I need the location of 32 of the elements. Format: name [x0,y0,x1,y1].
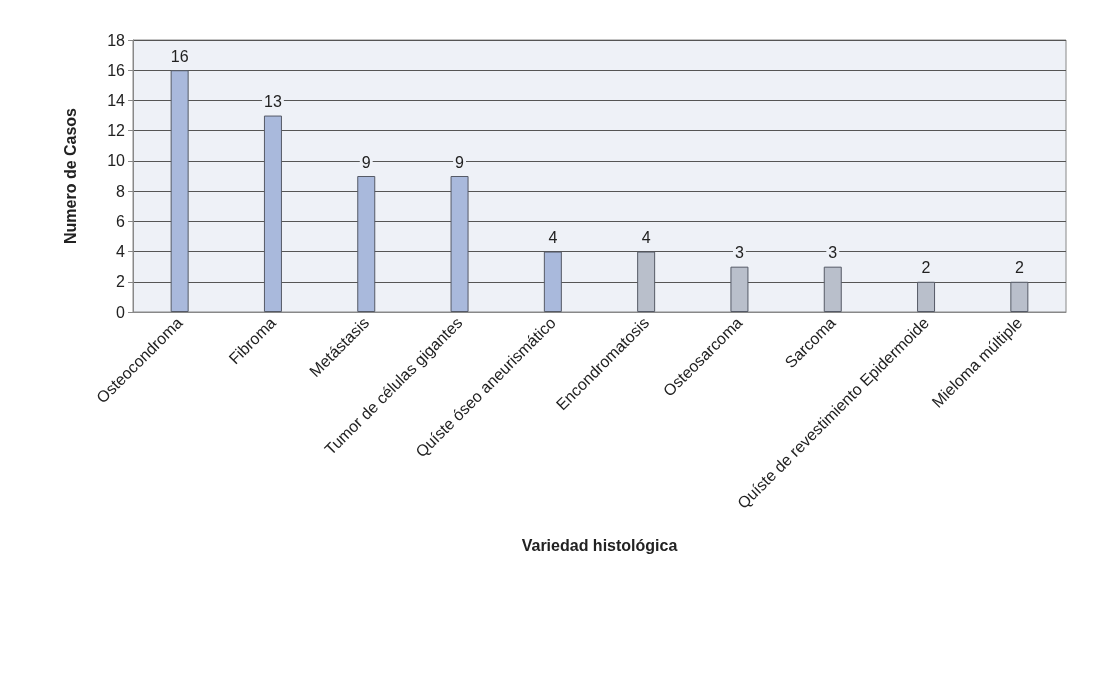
y-tick-label: 10 [107,152,126,170]
data-label: 9 [455,153,465,171]
bar [263,115,282,312]
y-tick-label: 8 [116,182,126,200]
data-label: 2 [921,259,931,277]
y-tick-label: 4 [116,243,126,261]
y-tick-label: 18 [107,31,126,49]
bar [637,251,656,312]
data-label: 2 [1014,259,1024,277]
bar [450,176,469,312]
x-axis-title: Variedad histológica [521,536,678,554]
data-label: 4 [548,229,558,247]
data-label: 4 [641,229,651,247]
y-tick-label: 12 [107,122,126,140]
data-label: 3 [735,244,744,262]
bar [823,266,842,312]
y-tick-label: 6 [116,212,126,230]
data-label: 13 [264,93,282,111]
y-axis-title: Numero de Casos [61,107,79,245]
data-label: 16 [170,47,189,65]
data-label: 3 [828,244,838,262]
y-tick-label: 16 [107,61,126,79]
bar [917,281,936,312]
y-tick-label: 2 [116,273,126,291]
bar [357,176,376,312]
y-tick-label: 0 [116,303,126,321]
data-label: 9 [361,153,371,171]
bar [1010,281,1029,312]
bar [170,70,189,312]
bar [543,251,562,312]
bar [730,266,749,312]
y-tick-label: 14 [107,91,126,109]
